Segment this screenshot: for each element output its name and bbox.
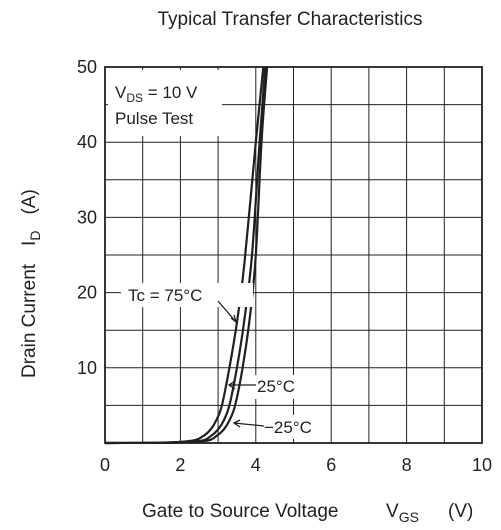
series-label-75c: Tc = 75°C: [128, 286, 202, 305]
series-label-25c-pointer: [227, 380, 256, 390]
x-tick-label: 10: [472, 455, 492, 475]
tick-labels: 0 2 4 6 8 10 10 20 30 40 50: [77, 57, 492, 475]
x-tick-label: 0: [100, 455, 110, 475]
label-bg-75: [121, 283, 253, 307]
series-label-25c: 25°C: [257, 377, 295, 396]
x-tick-label: 8: [402, 455, 412, 475]
series-label-minus25c-pointer: [232, 419, 265, 428]
y-tick-label: 10: [77, 358, 97, 378]
label-bg-m25: [262, 415, 326, 439]
conditions-line-2: Pulse Test: [115, 109, 193, 128]
conditions-box: [108, 70, 222, 136]
x-axis-label: Gate to Source Voltage VGS (V): [142, 501, 473, 525]
label-bg-25: [254, 375, 310, 399]
chart-title: Typical Transfer Characteristics: [157, 9, 422, 30]
y-tick-label: 50: [77, 57, 97, 77]
series-line-2: [104, 66, 269, 445]
x-tick-label: 4: [251, 455, 261, 475]
y-tick-label: 40: [77, 132, 97, 152]
y-tick-label: 20: [77, 283, 97, 303]
y-tick-label: 30: [77, 207, 97, 227]
series-label-minus25c: −25°C: [264, 418, 312, 437]
series-lines: [104, 66, 269, 445]
x-tick-label: 6: [326, 455, 336, 475]
x-tick-label: 2: [175, 455, 185, 475]
series-label-75c-pointer: [217, 300, 238, 324]
y-axis-label: Drain CurrentID(A): [19, 189, 43, 378]
conditions-line-1: VDS = 10 V: [115, 83, 198, 105]
